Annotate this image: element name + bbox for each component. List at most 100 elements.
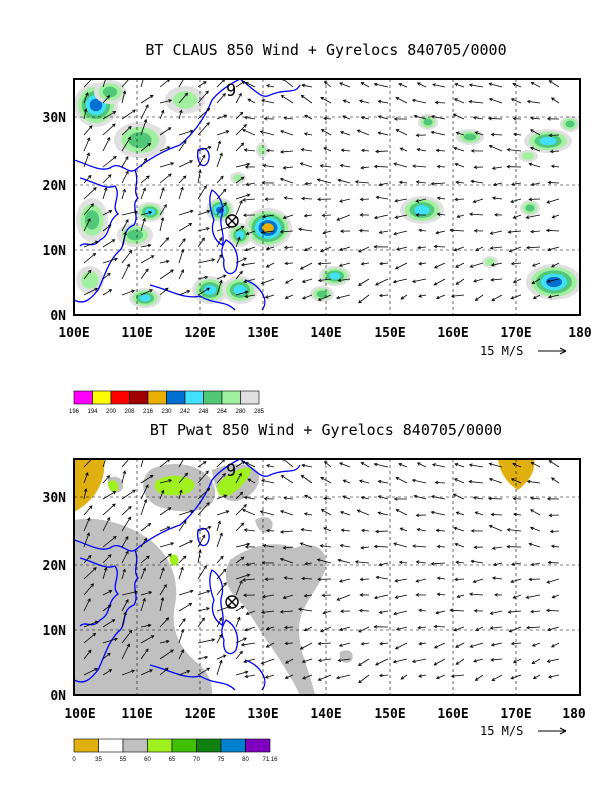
wind-vector-head [87, 218, 91, 222]
wind-vector-head [358, 228, 363, 233]
wind-vector-head [356, 129, 361, 133]
wind-vector-head [280, 95, 285, 99]
wind-vector-head [436, 212, 441, 217]
wind-vector-head [378, 293, 383, 298]
wind-vector [393, 230, 408, 235]
wind-vector [336, 214, 351, 221]
wind-vector [526, 626, 541, 629]
wind-vector [317, 179, 332, 184]
wind-vector-head [375, 662, 379, 666]
wind-vector-head [470, 179, 475, 184]
colorbar-swatch [196, 738, 222, 753]
wind-vector [400, 294, 408, 300]
wind-vector-head [398, 560, 403, 565]
wind-vector [235, 200, 243, 216]
wind-vector [102, 475, 110, 484]
wind-vector [197, 170, 201, 184]
wind-vector [102, 554, 112, 564]
wind-vector-head [167, 507, 172, 511]
wind-vector-head [143, 72, 146, 75]
wind-vector [527, 100, 541, 104]
wind-vector-head [284, 675, 289, 679]
wind-vector [489, 478, 503, 484]
wind-vector-head [282, 459, 286, 462]
lon-label: 120E [184, 707, 215, 722]
wind-vector-head [189, 209, 194, 214]
wind-vector [321, 129, 332, 136]
wind-vector-head [219, 152, 223, 157]
wind-vector-head [452, 493, 457, 497]
wind-vector-head [219, 659, 223, 664]
wind-vector-head [189, 540, 194, 544]
wind-vector-head [455, 281, 460, 285]
wind-vector-head [280, 475, 285, 479]
wind-vector-head [359, 197, 364, 202]
wind-vector [375, 658, 389, 666]
wind-vector [361, 496, 370, 500]
wind-vector-head [399, 527, 404, 531]
wind-vector [266, 642, 275, 648]
wind-vector-head [245, 611, 250, 616]
wind-vector-head [201, 237, 205, 242]
wind-vector [551, 545, 560, 548]
wind-vector [455, 658, 465, 665]
wind-vector-field [83, 459, 560, 684]
wind-vector-head [413, 494, 418, 499]
wind-vector-head [378, 610, 383, 614]
wind-vector-head [392, 659, 397, 664]
wind-vector-head [298, 227, 302, 232]
wind-vector-head [282, 546, 287, 550]
wind-vector-head [339, 130, 344, 135]
colorbar-swatch [73, 390, 93, 405]
wind-vector-head [529, 146, 534, 151]
wind-vector-head [336, 597, 341, 601]
wind-vector-head [418, 261, 423, 266]
wind-vector-head [373, 595, 378, 600]
wind-vector [321, 509, 332, 516]
wind-vector-head [242, 578, 246, 582]
wind-vector-head [283, 576, 288, 580]
wind-vector [317, 559, 332, 564]
wind-vector-head [468, 479, 473, 484]
wind-vector-head [320, 477, 324, 481]
wind-vector [244, 496, 256, 500]
wind-vector [102, 536, 117, 548]
wind-vector-head [163, 583, 167, 588]
wind-vector [488, 498, 503, 500]
wind-vector [551, 97, 560, 104]
wind-vector-head [436, 544, 441, 549]
wind-vector [102, 669, 112, 676]
wind-vector [489, 463, 503, 468]
wind-vector [102, 459, 107, 468]
wind-vector-head [510, 478, 515, 482]
wind-vector-head [205, 90, 209, 95]
colorbar-swatch [110, 390, 130, 405]
wind-vector-head [245, 562, 250, 567]
cloud-cluster [128, 132, 152, 148]
wind-vector [102, 653, 111, 660]
wind-vector-head [377, 495, 382, 499]
wind-vector-head [454, 83, 459, 87]
wind-vector-head [488, 462, 493, 466]
colorbar-swatch [184, 390, 204, 405]
wind-vector [399, 561, 408, 564]
wind-vector-head [107, 554, 112, 558]
wind-vector [83, 583, 94, 596]
colorbar-label: 55 [120, 757, 127, 763]
wind-vector-head [512, 116, 517, 121]
colorbar-label: 264 [217, 409, 228, 415]
wind-vector-head [184, 74, 187, 77]
wind-vector [102, 289, 112, 296]
wind-vector [323, 610, 332, 614]
wind-vector [470, 262, 484, 268]
wind-vector [473, 578, 484, 583]
wind-vector-head [147, 142, 152, 147]
wind-vector-head [395, 509, 400, 513]
wind-vector [280, 610, 294, 613]
wind-vector-head [201, 617, 205, 622]
wind-vector [159, 237, 169, 248]
wind-vector-head [123, 231, 127, 236]
wind-vector-head [489, 611, 494, 615]
wind-vector-head [241, 129, 246, 133]
wind-vector-head [87, 649, 92, 654]
